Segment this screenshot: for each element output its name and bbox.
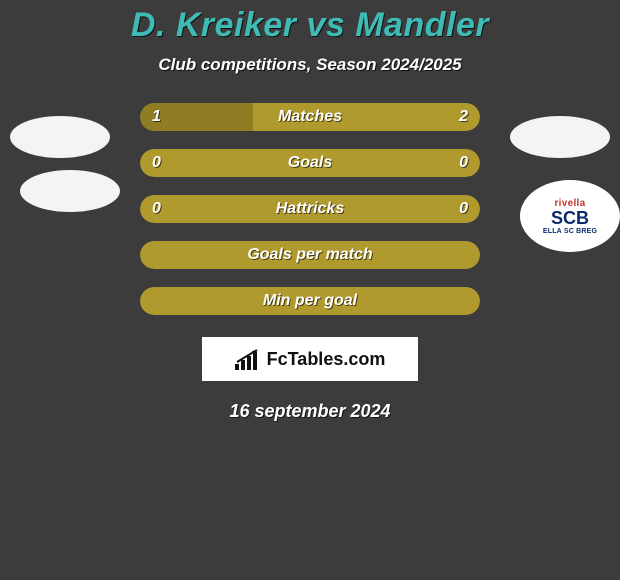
stat-row-gpm: Goals per match	[140, 241, 480, 269]
club-left-avatar	[20, 170, 120, 212]
stat-label: Hattricks	[276, 200, 344, 218]
stat-right-value: 0	[459, 200, 468, 218]
stat-row-goals: 0 Goals 0	[140, 149, 480, 177]
stat-label: Goals per match	[247, 246, 372, 264]
page-title: D. Kreiker vs Mandler	[131, 6, 489, 45]
stat-right-value: 0	[459, 154, 468, 172]
stat-label: Min per goal	[263, 292, 357, 310]
club-badge-bot: ELLA SC BREG	[543, 228, 597, 235]
stat-label: Matches	[278, 108, 342, 126]
club-badge-top: rivella	[554, 198, 585, 209]
page-root: D. Kreiker vs Mandler Club competitions,…	[0, 0, 620, 580]
bars-arrow-icon	[235, 348, 261, 370]
brand-banner: FcTables.com	[202, 337, 418, 381]
stat-left-value: 0	[152, 200, 161, 218]
stat-left-value: 0	[152, 154, 161, 172]
club-right-badge: rivella SCB ELLA SC BREG	[520, 180, 620, 252]
player-left-avatar	[10, 116, 110, 158]
stat-row-hattricks: 0 Hattricks 0	[140, 195, 480, 223]
stat-label: Goals	[288, 154, 332, 172]
stat-row-matches: 1 Matches 2	[140, 103, 480, 131]
brand-text: FcTables.com	[267, 349, 386, 370]
club-badge-mid: SCB	[551, 209, 589, 227]
stat-row-mpg: Min per goal	[140, 287, 480, 315]
stat-left-value: 1	[152, 108, 161, 126]
page-subtitle: Club competitions, Season 2024/2025	[158, 55, 461, 75]
page-date: 16 september 2024	[229, 401, 390, 422]
stat-right-value: 2	[459, 108, 468, 126]
player-right-avatar	[510, 116, 610, 158]
